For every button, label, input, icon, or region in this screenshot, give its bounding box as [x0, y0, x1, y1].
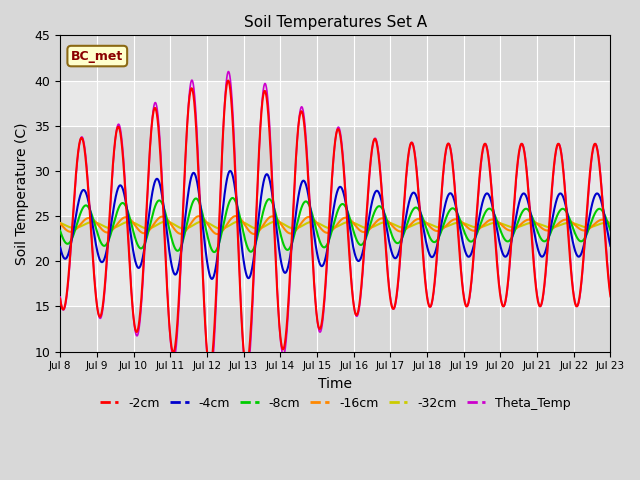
Legend: -2cm, -4cm, -8cm, -16cm, -32cm, Theta_Temp: -2cm, -4cm, -8cm, -16cm, -32cm, Theta_Te… [95, 392, 576, 415]
Bar [60, 81, 611, 126]
Bar [60, 216, 611, 261]
X-axis label: Time: Time [318, 377, 352, 391]
Bar [60, 261, 611, 306]
Title: Soil Temperatures Set A: Soil Temperatures Set A [244, 15, 427, 30]
Bar [60, 306, 611, 351]
Y-axis label: Soil Temperature (C): Soil Temperature (C) [15, 122, 29, 264]
Bar [60, 36, 611, 81]
Bar [60, 171, 611, 216]
Bar [60, 126, 611, 171]
Text: BC_met: BC_met [71, 49, 124, 62]
